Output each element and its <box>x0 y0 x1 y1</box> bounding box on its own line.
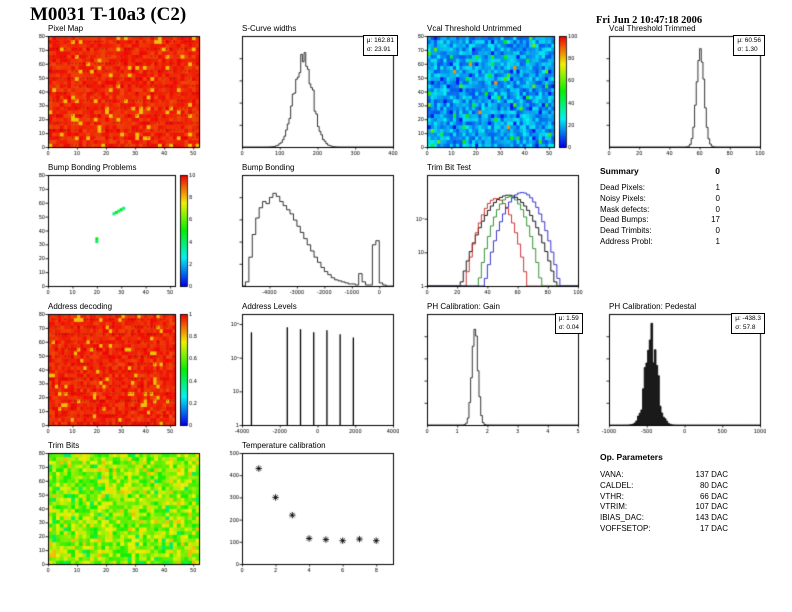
op-parameter-row: VOFFSETOP: 17 DAC <box>600 524 728 535</box>
plot-trim-bit-test: Trim Bit Test <box>412 163 588 299</box>
plot-title: Temperature calibration <box>242 441 326 450</box>
plot-title: Vcal Threshold Trimmed <box>609 24 696 33</box>
op-parameter-row: VTHR: 66 DAC <box>600 492 728 503</box>
summary-value: 1 <box>715 183 720 192</box>
plot-title: Bump Bonding Problems <box>48 163 137 172</box>
stat-sigma: σ: 23.91 <box>366 45 391 53</box>
op-parameter-label: CALDEL: <box>600 480 634 490</box>
plot-title: PH Calibration: Pedestal <box>609 302 697 311</box>
plot-title: Pixel Map <box>48 24 84 33</box>
op-parameter-label: IBIAS_DAC: <box>600 513 645 523</box>
stats-box: μ: 1.59 σ: 0.04 <box>554 313 583 334</box>
plot-title: Vcal Threshold Untrimmed <box>427 24 522 33</box>
address-levels-canvas <box>227 311 399 435</box>
plot-vcal-threshold-untrimmed: Vcal Threshold Untrimmed <box>412 24 588 160</box>
plot-vcal-threshold-trimmed: Vcal Threshold Trimmed μ: 60.56 σ: 1.30 <box>594 24 770 160</box>
summary-label: Address Probl: <box>600 236 653 246</box>
address-decoding-canvas <box>33 311 205 435</box>
page-title: M0031 T-10a3 (C2) <box>30 4 187 25</box>
stat-sigma: σ: 57.8 <box>735 323 756 331</box>
stat-sigma: σ: 1.30 <box>737 45 758 53</box>
summary-label: Noisy Pixels: <box>600 193 646 203</box>
stat-mean: μ: 60.56 <box>737 37 761 44</box>
plot-bump-bonding: Bump Bonding <box>227 163 403 299</box>
stat-sigma: σ: 0.04 <box>558 323 579 331</box>
plot-temperature-calibration: Temperature calibration <box>227 441 403 577</box>
op-parameter-label: VANA: <box>600 470 624 479</box>
stat-mean: μ: 162.81 <box>366 37 394 44</box>
vcal-untrimmed-canvas <box>412 33 584 157</box>
plot-title: Address decoding <box>48 302 113 311</box>
summary-panel: Summary 0 Dead Pixels: 1 Noisy Pixels: 0… <box>600 166 720 248</box>
summary-row: Dead Pixels: 1 <box>600 183 720 194</box>
plot-trim-bits: Trim Bits <box>33 441 209 577</box>
op-parameter-value: 137 DAC <box>695 470 728 479</box>
summary-row: Dead Trimbits: 0 <box>600 226 720 237</box>
summary-label: Dead Trimbits: <box>600 226 652 236</box>
op-parameter-row: VTRIM: 107 DAC <box>600 502 728 513</box>
pixel-map-canvas <box>33 33 205 157</box>
op-parameters-title: Op. Parameters <box>600 452 663 462</box>
plot-title: PH Calibration: Gain <box>427 302 500 311</box>
summary-value: 0 <box>715 204 720 214</box>
plot-bump-bonding-problems: Bump Bonding Problems <box>33 163 209 299</box>
plot-title: S-Curve widths <box>242 24 297 33</box>
trim-bits-canvas <box>33 450 205 574</box>
trim-bit-test-canvas <box>412 172 584 296</box>
plot-title: Address Levels <box>242 302 297 311</box>
plot-title: Bump Bonding <box>242 163 295 172</box>
op-parameter-value: 66 DAC <box>699 491 728 501</box>
op-parameter-label: VTRIM: <box>600 502 628 512</box>
op-parameter-label: VTHR: <box>600 491 624 501</box>
summary-value: 17 <box>711 215 720 225</box>
summary-header: Summary 0 <box>600 166 720 176</box>
summary-row: Noisy Pixels: 0 <box>600 194 720 205</box>
stats-box: μ: 60.56 σ: 1.30 <box>733 35 765 56</box>
summary-label: Dead Bumps: <box>600 215 649 225</box>
op-parameter-value: 80 DAC <box>699 480 728 490</box>
stat-mean: μ: 1.59 <box>558 315 579 322</box>
op-parameter-row: CALDEL: 80 DAC <box>600 481 728 492</box>
summary-value: 1 <box>715 236 720 246</box>
bump-problems-canvas <box>33 172 205 296</box>
op-parameters-panel: Op. Parameters VANA: 137 DAC CALDEL: 80 … <box>600 452 728 535</box>
op-parameter-row: VANA: 137 DAC <box>600 470 728 481</box>
plot-title: Trim Bit Test <box>427 163 472 172</box>
plot-address-levels: Address Levels <box>227 302 403 438</box>
plot-ph-pedestal: PH Calibration: Pedestal μ: -438.3 σ: 57… <box>594 302 770 438</box>
summary-flag: 0 <box>715 166 720 176</box>
bump-bonding-canvas <box>227 172 399 296</box>
stat-mean: μ: -438.3 <box>735 315 761 322</box>
stats-box: μ: 162.81 σ: 23.91 <box>362 35 398 56</box>
summary-label: Dead Pixels: <box>600 183 645 192</box>
op-parameter-value: 107 DAC <box>695 502 728 512</box>
summary-value: 0 <box>715 226 720 236</box>
plot-ph-gain: PH Calibration: Gain μ: 1.59 σ: 0.04 <box>412 302 588 438</box>
op-parameter-value: 17 DAC <box>699 523 728 533</box>
op-parameter-value: 143 DAC <box>695 513 728 523</box>
summary-row: Address Probl: 1 <box>600 237 720 248</box>
summary-row: Mask defects: 0 <box>600 205 720 216</box>
plot-title: Trim Bits <box>48 441 80 450</box>
summary-label: Mask defects: <box>600 204 650 214</box>
summary-title: Summary <box>600 166 639 176</box>
timestamp: Fri Jun 2 10:47:18 2006 <box>596 15 703 26</box>
temperature-calibration-canvas <box>227 450 399 574</box>
plot-pixel-map: Pixel Map <box>33 24 209 160</box>
summary-row: Dead Bumps: 17 <box>600 215 720 226</box>
plot-address-decoding: Address decoding <box>33 302 209 438</box>
stats-box: μ: -438.3 σ: 57.8 <box>731 313 765 334</box>
summary-value: 0 <box>715 193 720 203</box>
op-parameter-row: IBIAS_DAC: 143 DAC <box>600 513 728 524</box>
op-parameter-label: VOFFSETOP: <box>600 523 651 533</box>
plot-scurve-widths: S-Curve widths μ: 162.81 σ: 23.91 <box>227 24 403 160</box>
